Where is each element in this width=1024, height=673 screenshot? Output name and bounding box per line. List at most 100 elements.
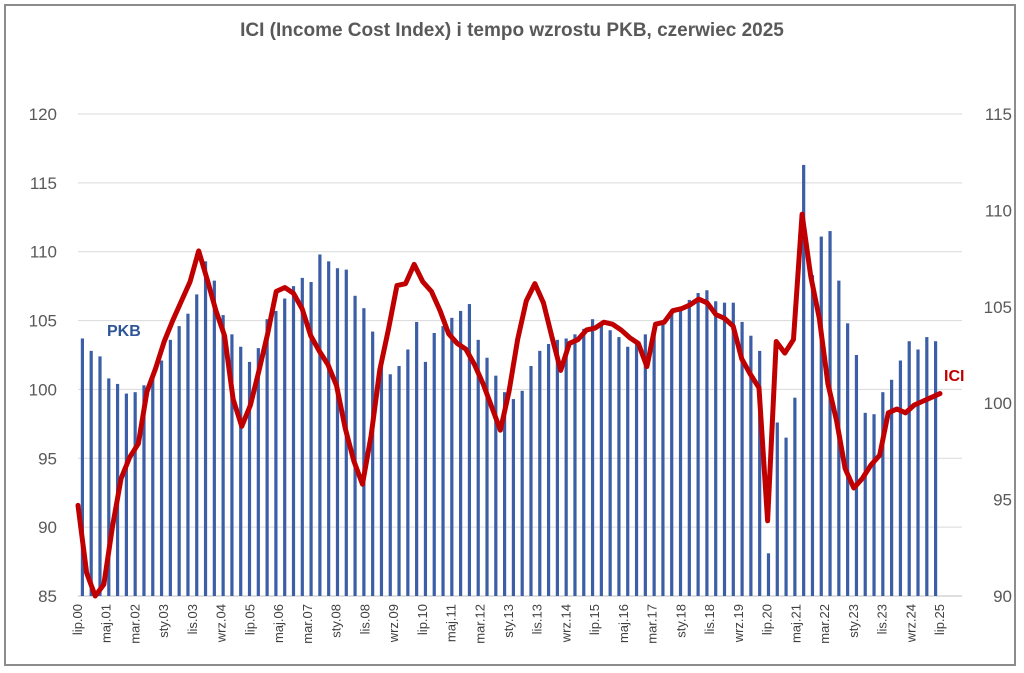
- pkb-bar: [274, 310, 278, 596]
- pkb-bar: [151, 375, 155, 596]
- pkb-bar: [863, 412, 867, 596]
- left-axis-ticks: 85 90 95 100 105 110 115 120: [29, 105, 57, 606]
- x-tick-label: mar.17: [645, 604, 660, 644]
- pkb-bar: [186, 313, 190, 596]
- pkb-bar: [731, 302, 735, 596]
- x-tick-label: wrz.04: [214, 604, 229, 643]
- pkb-bar: [159, 360, 164, 596]
- pkb-bar: [802, 164, 806, 596]
- pkb-bar: [195, 294, 199, 596]
- x-tick-label: mar.22: [817, 604, 832, 644]
- pkb-bar: [599, 323, 603, 596]
- right-axis-ticks: 90 95 100 105 110 115: [984, 105, 1012, 606]
- pkb-bar: [555, 339, 559, 596]
- left-tick-label: 120: [29, 105, 57, 124]
- pkb-bar: [546, 343, 551, 596]
- pkb-bar: [652, 327, 656, 596]
- left-tick-label: 110: [30, 243, 57, 262]
- pkb-bar: [758, 350, 762, 596]
- x-tick-label: lis.03: [185, 604, 200, 634]
- pkb-bar: [256, 348, 260, 596]
- pkb-bar: [327, 261, 331, 596]
- chart-title: ICI (Income Cost Index) i tempo wzrostu …: [240, 20, 784, 41]
- pkb-bar: [318, 254, 322, 596]
- x-tick-label: lis.08: [357, 604, 372, 634]
- gridlines: [78, 113, 962, 597]
- left-tick-label: 85: [38, 587, 57, 606]
- pkb-bar: [283, 298, 287, 596]
- pkb-bar: [661, 320, 665, 596]
- x-tick-label: sty.23: [846, 604, 861, 638]
- x-tick-label: lip.15: [587, 604, 602, 635]
- pkb-bar: [485, 357, 489, 596]
- pkb-bar: [247, 361, 252, 596]
- pkb-bar: [177, 326, 181, 596]
- pkb-bar: [212, 280, 216, 596]
- pkb-bar: [230, 334, 234, 596]
- pkb-bar: [766, 553, 771, 596]
- pkb-bar: [705, 290, 709, 596]
- left-tick-label: 115: [30, 174, 57, 193]
- ici-line: [75, 211, 943, 599]
- x-tick-label: mar.07: [300, 604, 315, 644]
- pkb-bar: [142, 385, 146, 596]
- right-tick-label: 90: [993, 587, 1012, 606]
- pkb-bar: [432, 332, 436, 596]
- x-tick-label: wrz.19: [731, 604, 746, 643]
- pkb-bar: [696, 293, 700, 596]
- pkb-bar: [907, 341, 911, 596]
- pkb-bar: [503, 392, 507, 596]
- pkb-bar: [441, 326, 445, 596]
- x-tick-label: lis.13: [530, 604, 545, 634]
- pkb-bar: [459, 310, 463, 596]
- right-tick-label: 100: [984, 394, 1012, 413]
- x-tick-label: lip.25: [932, 604, 947, 635]
- pkb-bar: [335, 268, 340, 596]
- x-tick-label: maj.16: [616, 604, 631, 643]
- ici-series-label: ICI: [944, 368, 964, 385]
- pkb-bar: [749, 335, 753, 596]
- pkb-bar: [511, 399, 515, 596]
- x-tick-label: lis.23: [875, 604, 890, 634]
- pkb-bar: [828, 231, 832, 596]
- x-tick-label: sty.08: [329, 604, 344, 638]
- pkb-bar: [265, 319, 269, 596]
- right-tick-label: 115: [985, 105, 1012, 124]
- pkb-bar: [678, 308, 683, 596]
- x-tick-label: mar.02: [127, 604, 142, 644]
- pkb-bar: [388, 374, 392, 596]
- x-tick-label: wrz.24: [903, 604, 918, 643]
- pkb-bar: [168, 339, 172, 596]
- pkb-bar: [775, 422, 779, 596]
- x-tick-label: maj.01: [99, 604, 114, 643]
- pkb-bar: [898, 360, 903, 596]
- left-tick-label: 100: [29, 380, 57, 399]
- pkb-bar: [934, 341, 938, 596]
- x-axis-ticks: lip.00 maj.01 mar.02 sty.03 lis.03 wrz.04 lip.…: [70, 604, 947, 644]
- left-tick-label: 95: [38, 449, 57, 468]
- x-tick-label: lip.10: [415, 604, 430, 635]
- pkb-bar: [916, 349, 920, 596]
- pkb-bars: [80, 164, 938, 596]
- pkb-bar: [617, 337, 621, 596]
- pkb-bar: [881, 392, 885, 596]
- pkb-bar: [520, 390, 524, 596]
- pkb-bar: [415, 321, 419, 596]
- pkb-bar: [291, 286, 296, 596]
- x-tick-label: maj.11: [444, 604, 459, 642]
- pkb-bar: [450, 317, 454, 596]
- pkb-bar: [124, 393, 128, 596]
- pkb-bar: [89, 350, 93, 596]
- x-tick-label: maj.06: [271, 604, 286, 643]
- pkb-bar: [107, 378, 111, 596]
- right-tick-label: 95: [993, 491, 1012, 510]
- pkb-bar: [819, 236, 823, 596]
- pkb-bar: [133, 392, 137, 596]
- x-tick-label: maj.21: [788, 604, 803, 643]
- pkb-bar: [846, 323, 850, 596]
- pkb-bar: [608, 330, 612, 596]
- pkb-bar: [925, 337, 929, 596]
- pkb-bar: [714, 301, 718, 596]
- left-tick-label: 105: [29, 312, 57, 331]
- pkb-bar: [670, 313, 674, 596]
